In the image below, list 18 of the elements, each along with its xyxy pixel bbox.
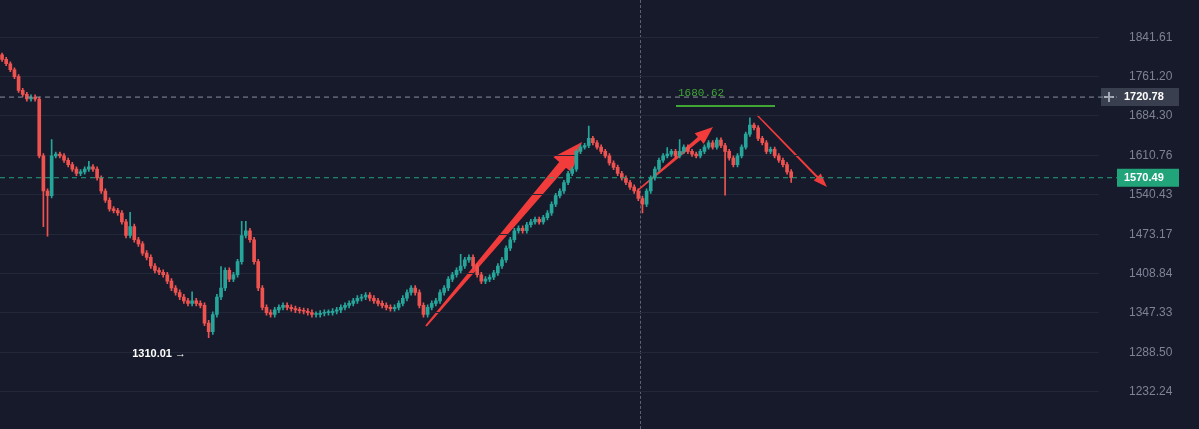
y-tick-label: 1288.50: [1129, 344, 1173, 359]
y-tick-label: 1232.24: [1129, 384, 1173, 399]
ref-line-label: 1570.49: [1124, 170, 1164, 183]
candlestick: [305, 308, 310, 316]
y-tick-label: 1408.84: [1129, 265, 1173, 280]
y-tick-label: 1540.43: [1129, 187, 1173, 202]
y-tick-label: 1610.76: [1129, 147, 1173, 162]
candlestick: [289, 304, 294, 312]
y-tick-label: 1841.61: [1129, 29, 1173, 44]
ref-line-label: 1720.78: [1124, 90, 1164, 103]
annotation: 1310.01 →: [132, 347, 186, 360]
candlestick: [723, 142, 727, 196]
annotation: 1680.62: [678, 86, 725, 99]
y-tick-label: 1761.20: [1129, 68, 1173, 83]
candlestick: [665, 147, 670, 159]
y-tick-label: 1684.30: [1129, 108, 1173, 123]
y-tick-label: 1473.17: [1129, 226, 1173, 241]
y-tick-label: 1347.33: [1129, 305, 1173, 320]
